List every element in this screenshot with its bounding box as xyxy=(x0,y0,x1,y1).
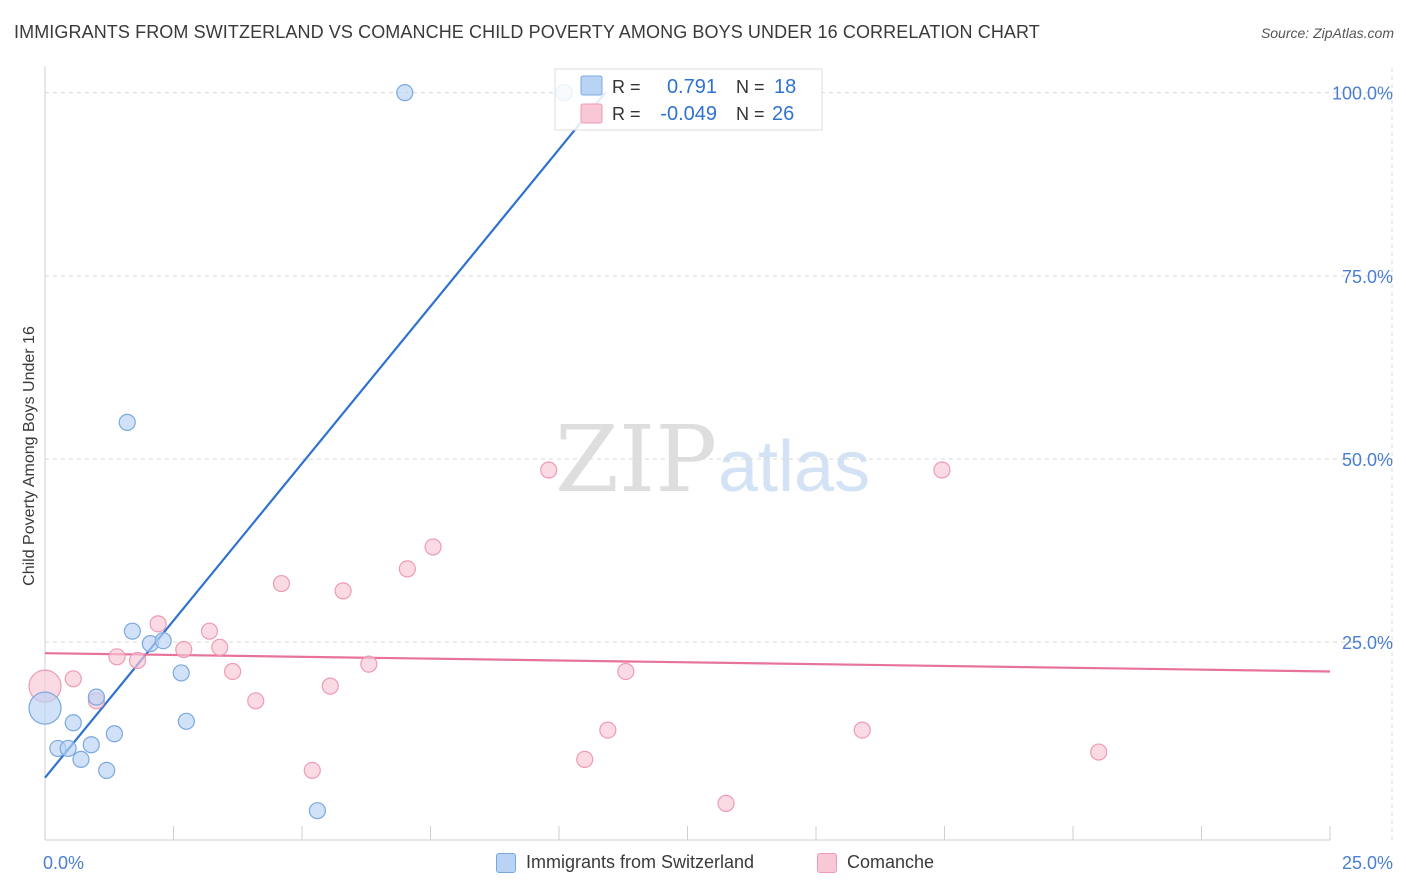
stats-legend: R = 0.791 N = 18 R = -0.049 N = 26 xyxy=(554,68,823,131)
stats-swatch-series2 xyxy=(580,103,603,124)
point-series2 xyxy=(200,622,219,640)
point-series2 xyxy=(540,461,558,479)
legend-label-series1: Immigrants from Switzerland xyxy=(526,852,755,872)
stats-n-value-2: 26 xyxy=(772,103,794,125)
y-tick-label: 75.0% xyxy=(1342,267,1393,287)
point-series2 xyxy=(128,651,147,670)
point-series2 xyxy=(1090,743,1108,761)
point-series2 xyxy=(334,582,352,600)
point-series2 xyxy=(599,721,617,739)
point-series2 xyxy=(933,461,951,479)
legend-swatch-series2 xyxy=(817,852,837,873)
point-series2 xyxy=(576,750,594,769)
point-series2 xyxy=(303,761,321,779)
point-series1 xyxy=(98,761,116,779)
point-series2 xyxy=(64,670,82,688)
point-series1 xyxy=(118,413,136,431)
point-series1 xyxy=(28,691,62,725)
point-series1 xyxy=(87,688,106,706)
point-series1 xyxy=(396,84,414,102)
point-series2 xyxy=(108,648,126,666)
legend-swatch-series1 xyxy=(496,852,516,873)
point-series2 xyxy=(321,677,339,695)
stats-n-label-2: N = xyxy=(736,104,765,124)
point-series1 xyxy=(72,750,90,769)
point-series2 xyxy=(717,794,735,812)
x-tick-label: 0.0% xyxy=(43,853,84,873)
stats-r-value-1: 0.791 xyxy=(667,76,717,98)
point-series1 xyxy=(64,714,82,732)
point-series2 xyxy=(247,692,265,710)
stats-r-label-1: R = xyxy=(612,77,641,97)
point-series1 xyxy=(123,622,141,640)
point-series2 xyxy=(853,721,871,739)
chart-title: IMMIGRANTS FROM SWITZERLAND VS COMANCHE … xyxy=(14,22,1040,42)
legend-item-series1: Immigrants from Switzerland xyxy=(496,852,754,873)
stats-n-value-1: 18 xyxy=(774,76,796,98)
point-series2 xyxy=(360,655,378,673)
point-series2 xyxy=(211,638,229,656)
point-series1 xyxy=(82,736,100,754)
source-label: Source: ZipAtlas.com xyxy=(1260,25,1394,41)
legend-item-series2: Comanche xyxy=(817,852,934,873)
stats-n-label-1: N = xyxy=(736,77,765,97)
point-series2 xyxy=(398,560,416,578)
y-tick-label: 50.0% xyxy=(1342,450,1393,470)
y-tick-label: 25.0% xyxy=(1342,633,1393,653)
point-series1 xyxy=(308,802,327,820)
point-series1 xyxy=(59,739,77,758)
trendline-series2 xyxy=(44,652,1331,673)
point-series2 xyxy=(149,615,167,633)
watermark-zip: ZIP xyxy=(555,406,717,513)
stats-r-label-2: R = xyxy=(612,104,641,124)
bottom-legend: Immigrants from Switzerland Comanche xyxy=(0,852,1406,878)
watermark-atlas: atlas xyxy=(718,427,870,507)
point-series1 xyxy=(172,664,190,682)
point-series1 xyxy=(105,725,123,743)
point-series2 xyxy=(224,662,242,681)
legend-label-series2: Comanche xyxy=(847,852,935,872)
tick-labels: 25.0% 50.0% 75.0% 100.0% 0.0% 25.0% xyxy=(43,84,1393,873)
y-tick-label: 100.0% xyxy=(1332,84,1393,104)
point-series2 xyxy=(175,640,193,659)
trendline-series1 xyxy=(44,91,607,779)
point-series1 xyxy=(154,632,172,650)
x-tick-label: 25.0% xyxy=(1342,853,1393,873)
point-series2 xyxy=(424,538,442,556)
y-axis-label: Child Poverty Among Boys Under 16 xyxy=(21,326,38,586)
point-series2 xyxy=(272,574,291,593)
stats-r-value-2: -0.049 xyxy=(660,103,717,125)
point-series1 xyxy=(177,712,195,730)
stats-swatch-series1 xyxy=(580,75,603,96)
point-series2 xyxy=(617,662,635,681)
data-points xyxy=(28,84,1108,820)
